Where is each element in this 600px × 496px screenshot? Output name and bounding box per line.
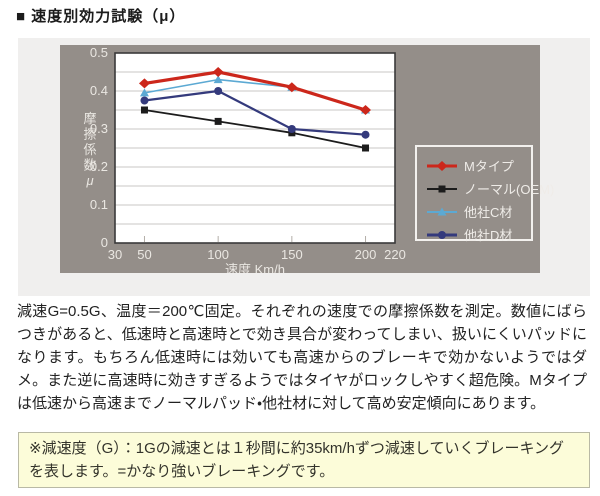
svg-text:数: 数 — [83, 158, 96, 173]
legend-item-m-type: Mタイプ — [417, 154, 531, 177]
svg-text:30: 30 — [108, 247, 122, 262]
svg-text:0.4: 0.4 — [90, 83, 108, 98]
svg-text:0.5: 0.5 — [90, 45, 108, 60]
svg-text:擦: 擦 — [83, 127, 96, 142]
svg-text:0: 0 — [101, 235, 108, 250]
svg-text:0.3: 0.3 — [90, 121, 108, 136]
legend-item-company-c: 他社C材 — [417, 200, 531, 223]
svg-text:μ: μ — [85, 173, 93, 188]
legend-marker-company-d-icon — [427, 230, 457, 239]
svg-text:150: 150 — [281, 247, 303, 262]
legend-item-company-d: 他社D材 — [417, 223, 531, 246]
chart-panel: 0 0.1 0.2 0.3 0.4 0.5 30 50 100 150 200 220 速度 Km/h 摩… — [18, 38, 590, 296]
friction-coefficient-chart: 0 0.1 0.2 0.3 0.4 0.5 30 50 100 150 200 220 速度 Km/h 摩… — [83, 45, 406, 273]
chart-box: 0 0.1 0.2 0.3 0.4 0.5 30 50 100 150 200 220 速度 Km/h 摩… — [60, 45, 554, 273]
legend-marker-company-c-icon — [427, 207, 457, 215]
svg-text:50: 50 — [137, 247, 151, 262]
deceleration-note-box: ※減速度（G）：1Gの減速とは１秒間に約35km/hずつ減速していくブレーキング… — [18, 432, 590, 488]
svg-text:速度 Km/h: 速度 Km/h — [225, 262, 285, 273]
svg-text:係: 係 — [83, 142, 96, 157]
svg-text:0.1: 0.1 — [90, 197, 108, 212]
svg-text:200: 200 — [355, 247, 377, 262]
legend-label: 他社D材 — [464, 228, 513, 243]
svg-text:0.2: 0.2 — [90, 159, 108, 174]
legend-label: 他社C材 — [464, 205, 513, 220]
note-text: ※減速度（G）：1Gの減速とは１秒間に約35km/hずつ減速していくブレーキング… — [29, 440, 565, 480]
legend-label: ノーマル(OEM) — [464, 182, 555, 197]
legend-marker-m-type-icon — [427, 160, 457, 171]
svg-text:220: 220 — [384, 247, 406, 262]
svg-text:摩: 摩 — [83, 111, 96, 126]
legend-marker-normal-oem-icon — [427, 185, 457, 192]
legend-label: Mタイプ — [464, 159, 514, 174]
page-title: ■ 速度別効力試験（μ） — [16, 8, 186, 25]
chart-legend: Mタイプ ノーマル(OEM) 他社C材 他社D材 — [415, 145, 554, 243]
svg-text:100: 100 — [207, 247, 229, 262]
legend-item-normal-oem: ノーマル(OEM) — [417, 177, 554, 200]
test-description-text: 減速G=0.5G、温度＝200℃固定。それぞれの速度での摩擦係数を測定。数値にば… — [17, 303, 587, 412]
